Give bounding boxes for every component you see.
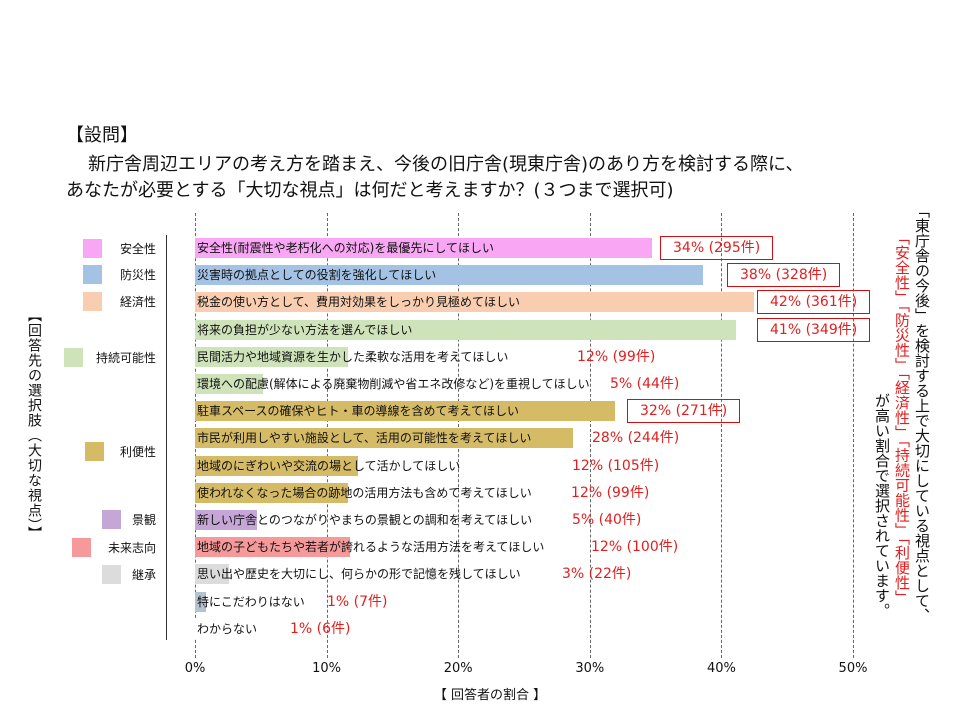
x-tick-label: 0% [184, 661, 206, 676]
legend-label: 未来志向 [107, 541, 156, 555]
legend-label: 景観 [131, 513, 156, 527]
data-label: 32% (271件) [627, 399, 741, 424]
bar [195, 482, 348, 503]
legend-swatch [83, 292, 102, 311]
bar [195, 455, 359, 476]
data-label: 12% (99件) [577, 348, 656, 365]
gridline [589, 213, 591, 658]
legend-swatch [72, 538, 91, 557]
x-tick-label: 30% [575, 661, 605, 676]
category-label: 将来の負担が少ない方法を選んでほしい [197, 322, 413, 337]
bar [195, 319, 736, 340]
legend-swatch [85, 442, 104, 461]
category-label: 思い出や歴史を大切にし、何らかの形で記憶を残してほしい [197, 567, 521, 582]
legend-swatch [83, 265, 102, 284]
category-label: 災害時の拠点としての役割を強化してほしい [197, 268, 437, 283]
bar [195, 591, 206, 612]
category-label: 安全性(耐震性や老朽化への対応)を最優先にしてほしい [197, 241, 495, 255]
legend-swatch [83, 239, 102, 258]
category-axis-line [166, 235, 167, 640]
category-label: 使われなくなった場合の跡地の活用方法も含めて考えてほしい [197, 485, 532, 500]
bar [195, 510, 257, 530]
note-line-1: 「東庁舎の今後」を検討する上で大切にしている視点として、 [913, 203, 931, 623]
bar [195, 537, 351, 558]
category-label: 環境への配慮(解体による廃棄物削減や省エネ改修など)を重視してほしい [197, 377, 590, 391]
category-label: 民間活力や地域資源を生かした柔軟な活用を考えてほしい [197, 349, 509, 364]
data-label: 3% (22件) [562, 566, 632, 583]
gridline [853, 213, 854, 658]
bar [195, 564, 230, 585]
question-line-1: 新庁舎周辺エリアの考え方を踏まえ、今後の旧庁舎(現東庁舎)のあり方を検討する際に… [88, 154, 804, 175]
bar [195, 265, 703, 286]
bar [195, 401, 615, 422]
data-label: 1% (6件) [290, 620, 351, 637]
legend-swatch [64, 348, 83, 367]
data-label: 41% (349件) [757, 317, 871, 342]
question-line-2: あなたが必要とする「大切な視点」は何だと考えますか？(３つまで選択可) [66, 180, 674, 201]
x-tick-label: 10% [312, 661, 342, 676]
x-tick-label: 20% [443, 661, 473, 676]
data-label: 5% (40件) [572, 512, 642, 528]
bar [195, 374, 264, 394]
data-label: 12% (99件) [571, 484, 650, 501]
bar [195, 238, 652, 258]
bar [195, 346, 348, 367]
category-label: 地域のにぎわいや交流の場として活かしてほしい [197, 458, 461, 473]
x-axis-title: 【 回答者の割合 】 [433, 688, 547, 703]
legend-label: 防災性 [119, 268, 156, 282]
data-label: 5% (44件) [610, 376, 680, 392]
data-label: 38% (328件) [727, 263, 841, 288]
bar [195, 618, 205, 639]
gridline [721, 213, 723, 658]
x-tick-label: 40% [706, 661, 736, 676]
x-tick-label: 50% [838, 661, 868, 676]
category-label: 特にこだわりはない [197, 594, 305, 609]
legend-label: 継承 [131, 568, 156, 582]
legend-swatch [102, 565, 121, 584]
note-line-3: が高い割合で選択されています。 [873, 393, 891, 618]
data-label: 12% (100件) [591, 539, 679, 556]
legend-title: 【回答先の選択肢（大切な視点）】 [26, 308, 42, 541]
legend-swatch [102, 510, 121, 529]
note-line-2: 「安全性」「防災性」「経済性」「持続可能性」「利便性」 [893, 230, 911, 605]
legend-label: 利便性 [119, 445, 156, 459]
data-label: 28% (244件) [592, 430, 680, 447]
bar [195, 428, 573, 449]
bar [195, 292, 755, 313]
category-label: 駐車スペースの確保やヒト・車の導線を含めて考えてほしい [197, 404, 519, 419]
data-label: 1% (7件) [327, 593, 388, 610]
legend-label: 持続可能性 [95, 351, 156, 365]
category-label: 市民が利用しやすい施設として、活用の可能性を考えてほしい [197, 431, 532, 446]
legend-label: 経済性 [119, 295, 156, 309]
data-label: 34% (295件) [660, 236, 774, 260]
category-label: わからない [197, 621, 258, 636]
category-label: 税金の使い方として、費用対効果をしっかり見極めてほしい [197, 295, 521, 310]
legend-label: 安全性 [119, 242, 156, 256]
category-label: 地域の子どもたちや若者が誇れるような活用方法を考えてほしい [197, 540, 545, 555]
data-label: 42% (361件) [757, 290, 871, 315]
category-label: 新しい庁舎とのつながりやまちの景観との調和を考えてほしい [197, 513, 533, 527]
question-heading: 【設問】 [66, 125, 138, 146]
data-label: 12% (105件) [572, 457, 660, 474]
